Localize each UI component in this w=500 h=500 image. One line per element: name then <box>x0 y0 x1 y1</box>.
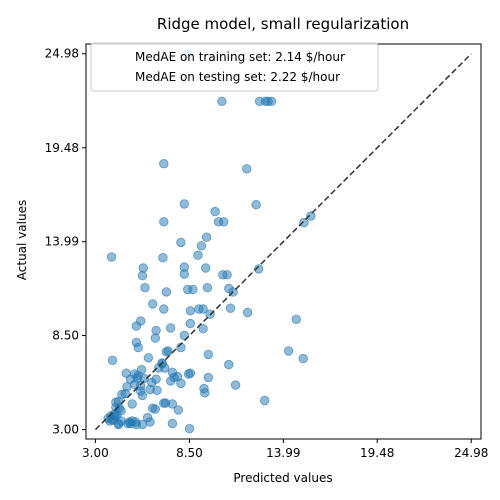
data-point <box>184 424 195 434</box>
y-axis-label: Actual values <box>15 200 29 280</box>
data-point <box>122 382 132 392</box>
x-tick-label: 24.98 <box>454 446 488 460</box>
y-tick-label: 24.98 <box>45 47 79 61</box>
data-point <box>121 368 131 378</box>
data-point <box>185 318 196 329</box>
y-tick-label: 3.00 <box>52 423 79 437</box>
data-point <box>167 418 178 429</box>
data-points <box>103 49 316 434</box>
data-point <box>173 405 184 415</box>
x-tick-label: 3.00 <box>82 446 109 460</box>
data-point <box>203 372 214 383</box>
data-point <box>106 252 117 262</box>
data-point <box>138 263 149 273</box>
reference-line <box>94 53 472 431</box>
x-tick-label: 8.50 <box>176 446 203 460</box>
data-point <box>133 342 143 353</box>
legend-entry-testing: MedAE on testing set: 2.22 $/hour <box>135 70 340 84</box>
data-point <box>198 304 208 314</box>
x-tick-label: 13.99 <box>266 446 300 460</box>
data-point <box>159 304 169 314</box>
data-point <box>140 283 150 293</box>
x-axis-label: Predicted values <box>233 471 332 485</box>
data-point <box>176 237 186 248</box>
data-point <box>283 346 294 356</box>
data-point <box>200 263 211 273</box>
data-point <box>131 321 142 331</box>
data-point <box>107 355 118 366</box>
data-point <box>150 404 161 414</box>
data-point <box>210 206 220 217</box>
data-point <box>222 270 232 280</box>
data-point <box>298 353 308 364</box>
data-point <box>202 283 213 293</box>
data-point <box>151 325 161 336</box>
data-point <box>179 199 190 209</box>
data-point <box>137 271 148 281</box>
data-point <box>188 284 198 295</box>
data-point <box>230 380 241 390</box>
data-point <box>165 376 176 386</box>
data-point <box>251 199 261 210</box>
y-tick-label: 13.99 <box>45 235 79 249</box>
data-point <box>299 217 309 228</box>
data-point <box>139 373 149 384</box>
data-point <box>159 158 169 169</box>
data-point <box>217 96 227 107</box>
legend-box <box>90 42 379 92</box>
data-point <box>306 211 316 221</box>
data-point <box>225 303 236 313</box>
data-point <box>203 349 214 360</box>
x-axis: 3.00 8.50 13.99 19.48 24.98 <box>82 439 488 460</box>
data-point <box>176 378 186 389</box>
data-point <box>161 287 172 297</box>
data-point <box>185 306 196 316</box>
data-point <box>167 399 178 409</box>
data-point <box>143 353 154 363</box>
data-point <box>127 399 137 409</box>
y-tick-label: 8.50 <box>52 329 79 343</box>
data-point <box>137 390 148 401</box>
y-axis: 3.00 8.50 13.99 19.48 24.98 <box>45 47 86 437</box>
data-point <box>198 324 208 334</box>
data-point <box>254 264 264 274</box>
chart-title: Ridge model, small regularization <box>157 15 409 33</box>
x-tick-label: 19.48 <box>360 446 394 460</box>
data-point <box>241 164 252 174</box>
data-point <box>224 359 234 370</box>
data-point <box>266 96 277 107</box>
data-point <box>260 395 270 406</box>
data-point <box>161 347 172 357</box>
data-point <box>147 299 158 309</box>
data-point <box>242 307 253 318</box>
data-point <box>142 412 153 423</box>
data-point <box>200 388 210 398</box>
data-point <box>183 369 194 379</box>
data-point <box>201 232 212 242</box>
data-point <box>158 253 168 263</box>
data-point <box>150 333 161 343</box>
data-point <box>218 217 229 227</box>
data-point <box>165 323 176 333</box>
y-tick-label: 19.48 <box>45 141 79 155</box>
data-point <box>137 419 148 430</box>
data-point <box>152 385 162 396</box>
legend-entry-training: MedAE on training set: 2.14 $/hour <box>135 50 345 64</box>
data-point <box>291 314 302 325</box>
data-point <box>159 217 169 227</box>
data-point <box>196 241 207 251</box>
data-point <box>193 250 203 260</box>
legend: MedAE on training set: 2.14 $/hour MedAE… <box>90 42 379 92</box>
data-point <box>179 269 190 279</box>
